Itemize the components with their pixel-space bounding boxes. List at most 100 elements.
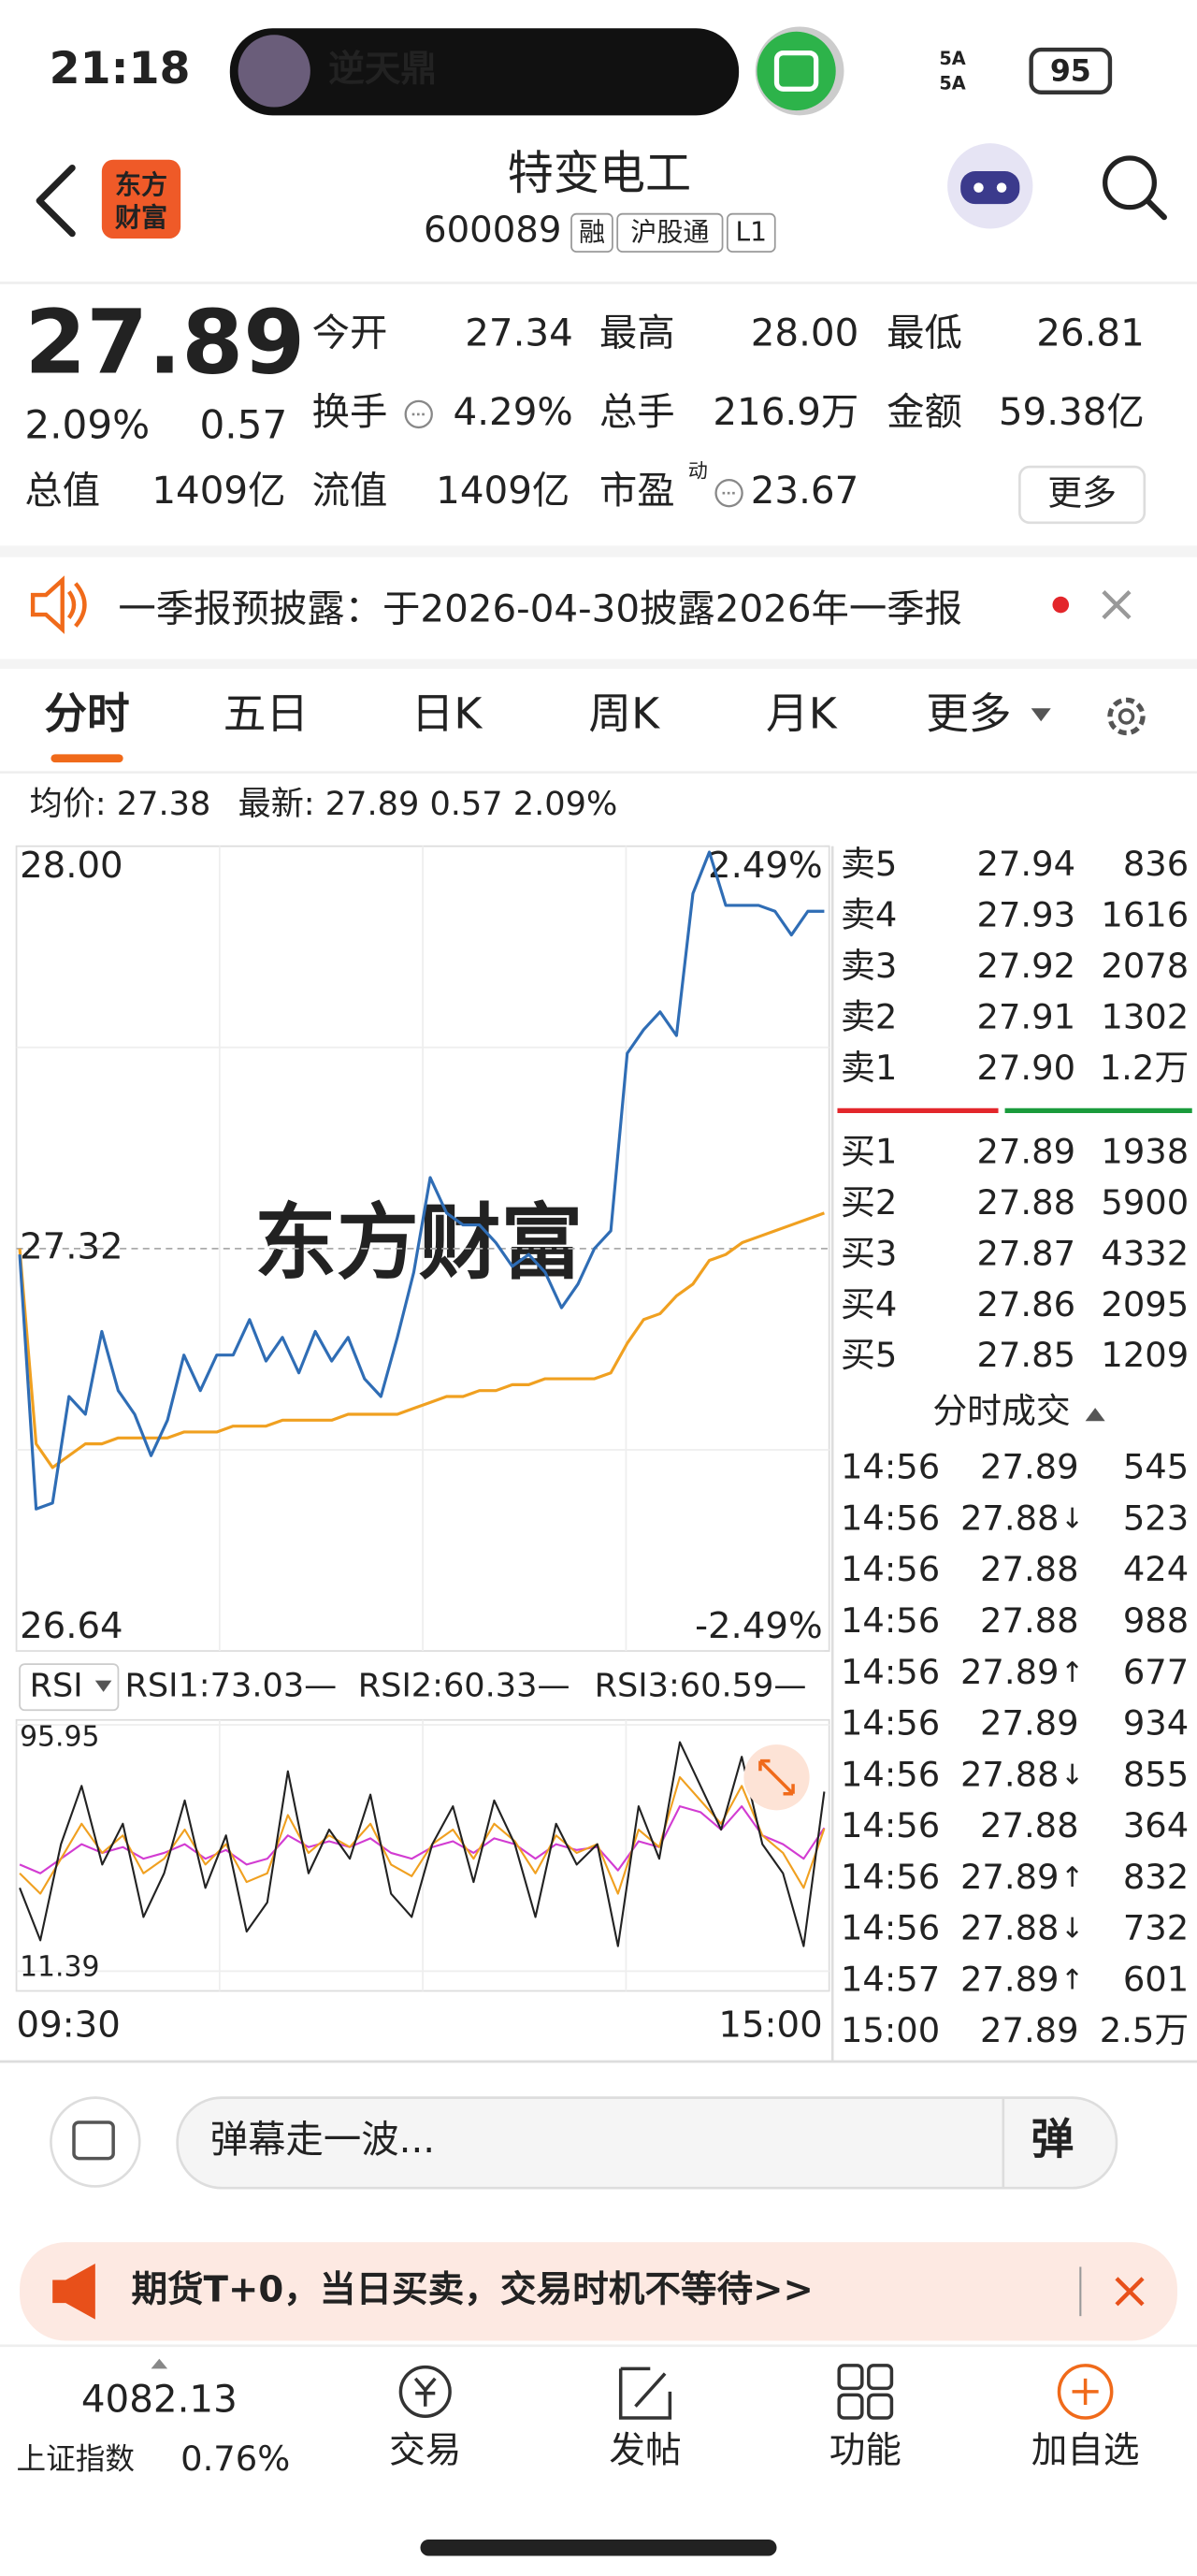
trade-price: 27.89 xyxy=(980,1703,1079,1744)
nav-icon xyxy=(618,2366,672,2420)
logo-text: 财富 xyxy=(115,202,167,233)
book-price: 27.87 xyxy=(977,1233,1076,1273)
stat-value: 1409亿 xyxy=(151,469,285,513)
stock-code: 600089 xyxy=(424,210,561,252)
time-label: 15:00 xyxy=(718,2004,822,2047)
trade-arrow: ↓ xyxy=(1060,1502,1084,1535)
y2-tick-label: -2.49% xyxy=(695,1605,823,1647)
section-gap xyxy=(0,545,1197,557)
back-button[interactable] xyxy=(36,165,76,238)
stat-label: 总值 xyxy=(24,469,100,513)
trade-volume: 832 xyxy=(1123,1857,1189,1897)
y-tick-label: 11.39 xyxy=(20,1950,99,1983)
stat-label: 最低 xyxy=(887,311,962,355)
nav-icon xyxy=(1072,2378,1099,2405)
more-button-text: 更多 xyxy=(1047,472,1117,513)
tab-underline xyxy=(50,754,123,763)
tab[interactable]: 五日 xyxy=(224,688,309,738)
trade-volume: 424 xyxy=(1123,1549,1189,1589)
trade-time: 14:56 xyxy=(841,1600,940,1641)
book-label: 卖1 xyxy=(841,1048,897,1088)
index-value[interactable]: 4082.13 xyxy=(81,2377,238,2421)
ad-banner[interactable] xyxy=(20,2242,1177,2341)
home-indicator xyxy=(420,2539,777,2556)
trade-volume: 988 xyxy=(1123,1600,1189,1641)
book-volume: 1938 xyxy=(1101,1132,1189,1172)
book-price: 27.93 xyxy=(977,895,1076,935)
stock-name: 特变电工 xyxy=(508,146,692,200)
stat-superscript: 动 xyxy=(688,458,708,482)
info-icon[interactable] xyxy=(404,399,433,429)
book-price: 27.89 xyxy=(977,1132,1076,1172)
more-button[interactable] xyxy=(1018,465,1147,525)
trade-arrow: ↑ xyxy=(1060,1657,1084,1689)
notice-close[interactable] xyxy=(1102,589,1132,620)
expand-icon xyxy=(758,1758,795,1796)
danmaku-send[interactable]: 弹 xyxy=(1031,2115,1074,2164)
stat-label: 金额 xyxy=(887,390,962,434)
network-2: 5A xyxy=(939,72,965,94)
trade-volume: 601 xyxy=(1123,1959,1189,1999)
tab[interactable]: 周K xyxy=(588,688,660,738)
nav-icon xyxy=(1057,2364,1114,2420)
tab[interactable]: 月K xyxy=(766,688,838,738)
book-price: 27.91 xyxy=(977,997,1076,1037)
book-price: 27.85 xyxy=(977,1335,1076,1375)
danmaku-icon xyxy=(72,2120,115,2161)
ad-close[interactable] xyxy=(1115,2277,1145,2307)
trade-time: 14:56 xyxy=(841,1857,940,1897)
trade-price: 27.89 xyxy=(960,1652,1060,1692)
book-volume: 1616 xyxy=(1101,895,1189,935)
trade-price: 27.89 xyxy=(980,1447,1079,1487)
trade-price: 27.88 xyxy=(960,1908,1060,1948)
stat-label: 总手 xyxy=(599,390,675,434)
tab[interactable]: 分时 xyxy=(44,688,129,738)
nav-icon xyxy=(413,2377,437,2407)
trade-price: 27.88 xyxy=(980,1600,1079,1641)
tab[interactable]: 日K xyxy=(411,688,483,738)
settings-button[interactable] xyxy=(1107,697,1146,736)
pill-avatar xyxy=(238,35,310,108)
trade-arrow: ↓ xyxy=(1060,1758,1084,1791)
nav-item[interactable]: 交易 xyxy=(389,2429,461,2471)
book-label: 卖2 xyxy=(841,997,897,1037)
app-pill xyxy=(229,28,740,116)
stat-value: 1409亿 xyxy=(436,469,570,513)
trade-volume: 934 xyxy=(1123,1703,1189,1744)
trade-time: 14:56 xyxy=(841,1908,940,1948)
legend-entry: RSI2:60.33— xyxy=(358,1667,570,1705)
battery xyxy=(1029,47,1113,94)
robot-eye xyxy=(996,182,1007,193)
book-label: 买4 xyxy=(841,1284,897,1324)
book-volume: 4332 xyxy=(1101,1233,1189,1273)
trade-time: 14:56 xyxy=(841,1703,940,1744)
change-pct: 2.09% xyxy=(24,401,150,447)
danmaku-settings[interactable] xyxy=(50,2096,141,2188)
book-volume: 1302 xyxy=(1101,997,1189,1037)
danmaku-placeholder: 弹幕走一波... xyxy=(210,2118,435,2162)
info-icon[interactable] xyxy=(714,478,743,508)
trade-volume: 364 xyxy=(1123,1805,1189,1845)
book-label: 买5 xyxy=(841,1335,897,1375)
book-label: 买3 xyxy=(841,1233,897,1273)
trade-time: 14:56 xyxy=(841,1549,940,1589)
stat-value: 216.9万 xyxy=(713,390,858,434)
nav-item[interactable]: 功能 xyxy=(829,2429,901,2471)
rsi-button[interactable] xyxy=(19,1663,120,1712)
trade-time: 14:56 xyxy=(841,1498,940,1538)
nav-icon xyxy=(837,2393,864,2420)
danmaku-input[interactable] xyxy=(176,2096,1118,2190)
book-label: 卖5 xyxy=(841,844,897,884)
tab[interactable]: 更多 xyxy=(926,688,1011,738)
y-tick-label: 95.95 xyxy=(20,1721,99,1754)
nav-item[interactable]: 加自选 xyxy=(1031,2429,1140,2471)
float-button-inner[interactable] xyxy=(757,31,836,111)
stat-value: 27.34 xyxy=(465,311,573,355)
stat-label: 最高 xyxy=(599,311,675,355)
search-button[interactable] xyxy=(1103,155,1157,210)
nav-item[interactable]: 发帖 xyxy=(609,2429,681,2471)
stat-label: 市盈 xyxy=(599,469,675,513)
average-price: 均价: 27.38 xyxy=(30,785,211,823)
trade-time: 14:56 xyxy=(841,1447,940,1487)
y-tick-label: 27.32 xyxy=(20,1225,123,1267)
